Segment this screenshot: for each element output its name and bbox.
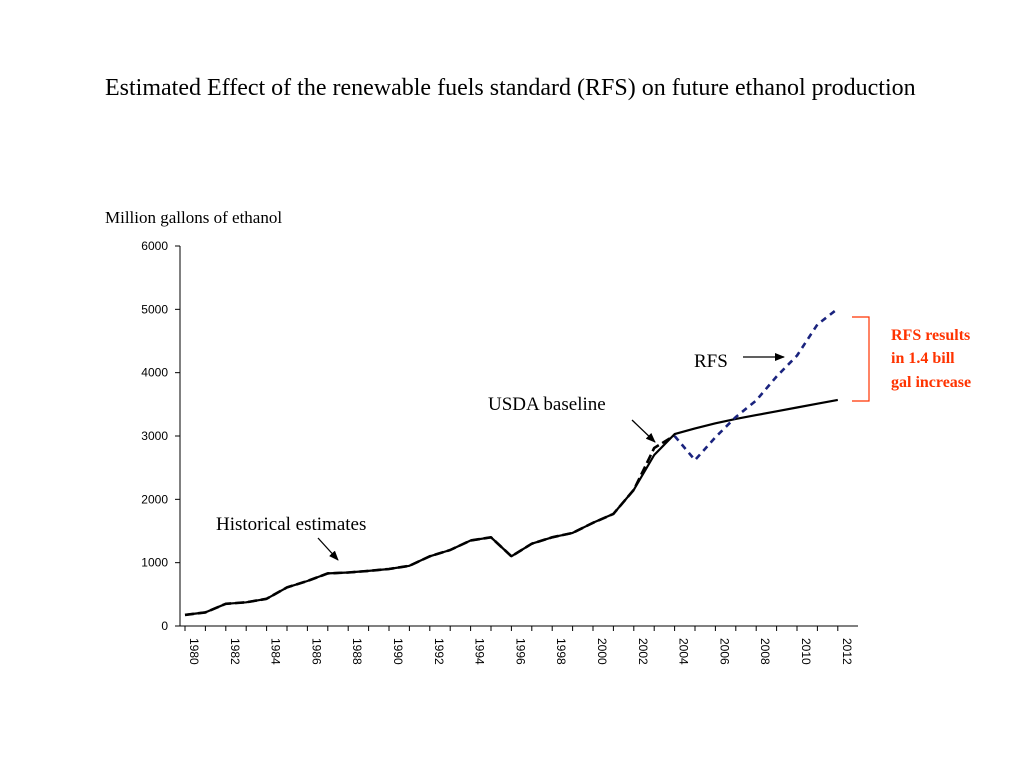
- chart-axes: 0 1000 2000 3000 4000 5000 6000 1980 1982 1984 198…: [141, 239, 858, 665]
- series-line-usda-baseline: [184, 398, 839, 616]
- arrow-usda-baseline: [631, 419, 656, 443]
- y-tick-label: 6000: [141, 239, 168, 253]
- x-tick-label: 1984: [269, 638, 283, 665]
- x-tick-label: 2000: [595, 638, 609, 665]
- chart-series: [184, 307, 839, 617]
- x-tick-label: 2006: [717, 638, 731, 665]
- x-tick-label: 2012: [840, 638, 854, 665]
- slide-title: Estimated Effect of the renewable fuels …: [105, 75, 916, 101]
- series-line-historical-estimates: [184, 434, 676, 617]
- x-tick-label: 1992: [432, 638, 446, 665]
- x-tick-label: 1998: [554, 638, 568, 665]
- x-tick-label: 2008: [758, 638, 772, 665]
- y-tick-label: 3000: [141, 429, 168, 443]
- y-tick-label: 1000: [141, 556, 168, 570]
- x-tick-label: 1996: [513, 638, 527, 665]
- x-tick-label: 1990: [391, 638, 405, 665]
- y-tick-label: 5000: [141, 302, 168, 316]
- rfs-increase-bracket: [852, 316, 870, 402]
- series-line-rfs: [673, 307, 839, 462]
- x-tick-label: 1980: [187, 638, 201, 665]
- x-tick-label: 2004: [677, 638, 691, 665]
- y-tick-label: 2000: [141, 492, 168, 506]
- annotation-rfs: RFS: [694, 351, 728, 372]
- x-tick-label: 2002: [636, 638, 650, 665]
- x-tick-label: 1982: [228, 638, 242, 665]
- x-tick-label: 1994: [473, 638, 487, 665]
- annotation-usda-baseline: USDA baseline: [488, 394, 606, 415]
- x-tick-label: 2010: [799, 638, 813, 665]
- annotation-historical-estimates: Historical estimates: [216, 514, 366, 535]
- rfs-result-line-3: gal increase: [891, 374, 971, 391]
- rfs-result-line-2: in 1.4 bill: [891, 350, 955, 367]
- x-tick-label: 1986: [309, 638, 323, 665]
- rfs-result-line-1: RFS results: [891, 327, 970, 344]
- y-tick-label: 0: [161, 619, 168, 633]
- y-axis-unit-label: Million gallons of ethanol: [105, 208, 283, 227]
- x-tick-label: 1988: [350, 638, 364, 665]
- y-tick-label: 4000: [141, 366, 168, 380]
- chart-annotations: Historical estimates USDA baseline RFS R…: [216, 316, 971, 561]
- arrow-historical-estimates: [317, 537, 339, 561]
